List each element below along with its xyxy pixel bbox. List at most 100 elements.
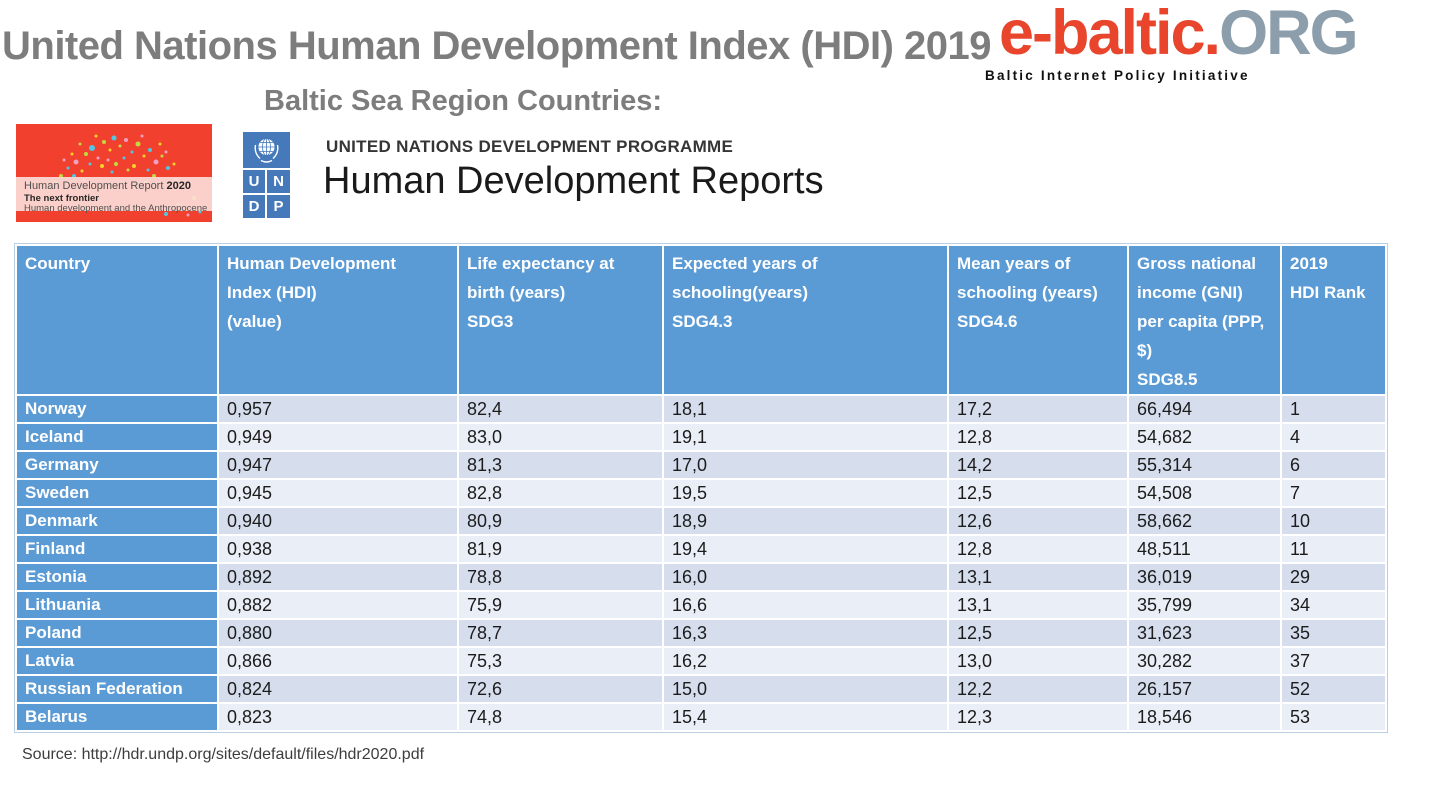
country-cell: Lithuania [17,592,217,618]
table-row: Latvia 0,866 75,3 16,2 13,0 30,282 37 [17,648,1385,674]
column-header: 2019 HDI Rank [1282,246,1385,394]
ebaltic-logo: e-baltic.ORG Baltic Internet Policy Init… [985,0,1440,83]
value-cell: 0,945 [219,480,457,506]
value-cell: 7 [1282,480,1385,506]
table-row: Belarus 0,823 74,8 15,4 12,3 18,546 53 [17,704,1385,730]
value-cell: 16,3 [664,620,947,646]
value-cell: 82,8 [459,480,662,506]
cover-anthropocene: Human development and the Anthropocene [24,203,208,214]
value-cell: 30,282 [1129,648,1280,674]
value-cell: 13,1 [949,592,1127,618]
value-cell: 82,4 [459,396,662,422]
value-cell: 10 [1282,508,1385,534]
table-row: Germany 0,947 81,3 17,0 14,2 55,314 6 [17,452,1385,478]
value-cell: 19,4 [664,536,947,562]
value-cell: 34 [1282,592,1385,618]
value-cell: 29 [1282,564,1385,590]
undp-programme-label: UNITED NATIONS DEVELOPMENT PROGRAMME [326,137,734,156]
table-row: Iceland 0,949 83,0 19,1 12,8 54,682 4 [17,424,1385,450]
value-cell: 19,5 [664,480,947,506]
value-cell: 0,947 [219,452,457,478]
value-cell: 72,6 [459,676,662,702]
value-cell: 0,882 [219,592,457,618]
hdr2020-cover-thumbnail: Human Development Report 2020 The next f… [16,124,212,222]
value-cell: 81,9 [459,536,662,562]
country-cell: Finland [17,536,217,562]
value-cell: 0,892 [219,564,457,590]
value-cell: 6 [1282,452,1385,478]
ebaltic-wordmark: e-baltic.ORG [999,0,1440,66]
value-cell: 66,494 [1129,396,1280,422]
table-header: Country Human Development Index (HDI) (valu… [17,246,1385,394]
undp-logo: U N D P [243,132,290,218]
value-cell: 55,314 [1129,452,1280,478]
table-row: Norway 0,957 82,4 18,1 17,2 66,494 1 [17,396,1385,422]
value-cell: 83,0 [459,424,662,450]
value-cell: 13,1 [949,564,1127,590]
value-cell: 17,0 [664,452,947,478]
cover-art-dots-icon [54,134,202,217]
value-cell: 17,2 [949,396,1127,422]
hdi-data-table: Country Human Development Index (HDI) (valu… [15,244,1387,732]
country-cell: Iceland [17,424,217,450]
value-cell: 12,5 [949,480,1127,506]
page-subtitle: Baltic Sea Region Countries: [264,85,663,117]
value-cell: 0,880 [219,620,457,646]
value-cell: 78,7 [459,620,662,646]
value-cell: 26,157 [1129,676,1280,702]
value-cell: 15,0 [664,676,947,702]
cover-report-title-text: Human Development Report [24,180,167,192]
table-row: Finland 0,938 81,9 19,4 12,8 48,511 11 [17,536,1385,562]
country-cell: Denmark [17,508,217,534]
ebaltic-wordmark-org: ORG [1219,0,1359,68]
hdr-reports-title: Human Development Reports [323,160,824,202]
ebaltic-wordmark-red: e-baltic. [999,0,1221,68]
value-cell: 35,799 [1129,592,1280,618]
value-cell: 53 [1282,704,1385,730]
value-cell: 4 [1282,424,1385,450]
value-cell: 75,9 [459,592,662,618]
undp-letter-u: U [243,170,265,193]
table-body: Norway 0,957 82,4 18,1 17,2 66,494 1 Iceland 0,9… [17,396,1385,730]
value-cell: 0,938 [219,536,457,562]
undp-letter-n: N [267,170,290,193]
value-cell: 80,9 [459,508,662,534]
value-cell: 78,8 [459,564,662,590]
value-cell: 18,9 [664,508,947,534]
value-cell: 16,2 [664,648,947,674]
country-cell: Latvia [17,648,217,674]
undp-letter-d: D [243,195,265,218]
value-cell: 74,8 [459,704,662,730]
value-cell: 37 [1282,648,1385,674]
country-cell: Poland [17,620,217,646]
cover-text-band: Human Development Report 2020 The next f… [16,177,212,214]
column-header: Human Development Index (HDI) (value) [219,246,457,394]
value-cell: 12,6 [949,508,1127,534]
undp-letter-grid: U N D P [243,170,290,218]
source-line: Source: http://hdr.undp.org/sites/defaul… [22,746,425,763]
column-header: Expected years of schooling(years) SDG4.3 [664,246,947,394]
value-cell: 75,3 [459,648,662,674]
value-cell: 15,4 [664,704,947,730]
value-cell: 13,0 [949,648,1127,674]
ebaltic-tagline: Baltic Internet Policy Initiative [985,68,1250,84]
value-cell: 0,949 [219,424,457,450]
value-cell: 0,940 [219,508,457,534]
table-row: Lithuania 0,882 75,9 16,6 13,1 35,799 34 [17,592,1385,618]
value-cell: 12,8 [949,424,1127,450]
table-row: Russian Federation 0,824 72,6 15,0 12,2 26,15… [17,676,1385,702]
value-cell: 0,824 [219,676,457,702]
value-cell: 52 [1282,676,1385,702]
value-cell: 14,2 [949,452,1127,478]
value-cell: 1 [1282,396,1385,422]
table-row: Sweden 0,945 82,8 19,5 12,5 54,508 7 [17,480,1385,506]
table-row: Poland 0,880 78,7 16,3 12,5 31,623 35 [17,620,1385,646]
un-emblem-icon [243,132,290,168]
page-title: United Nations Human Development Index (… [2,24,992,68]
value-cell: 31,623 [1129,620,1280,646]
country-cell: Sweden [17,480,217,506]
value-cell: 16,0 [664,564,947,590]
value-cell: 0,866 [219,648,457,674]
column-header: Mean years of schooling (years) SDG4.6 [949,246,1127,394]
